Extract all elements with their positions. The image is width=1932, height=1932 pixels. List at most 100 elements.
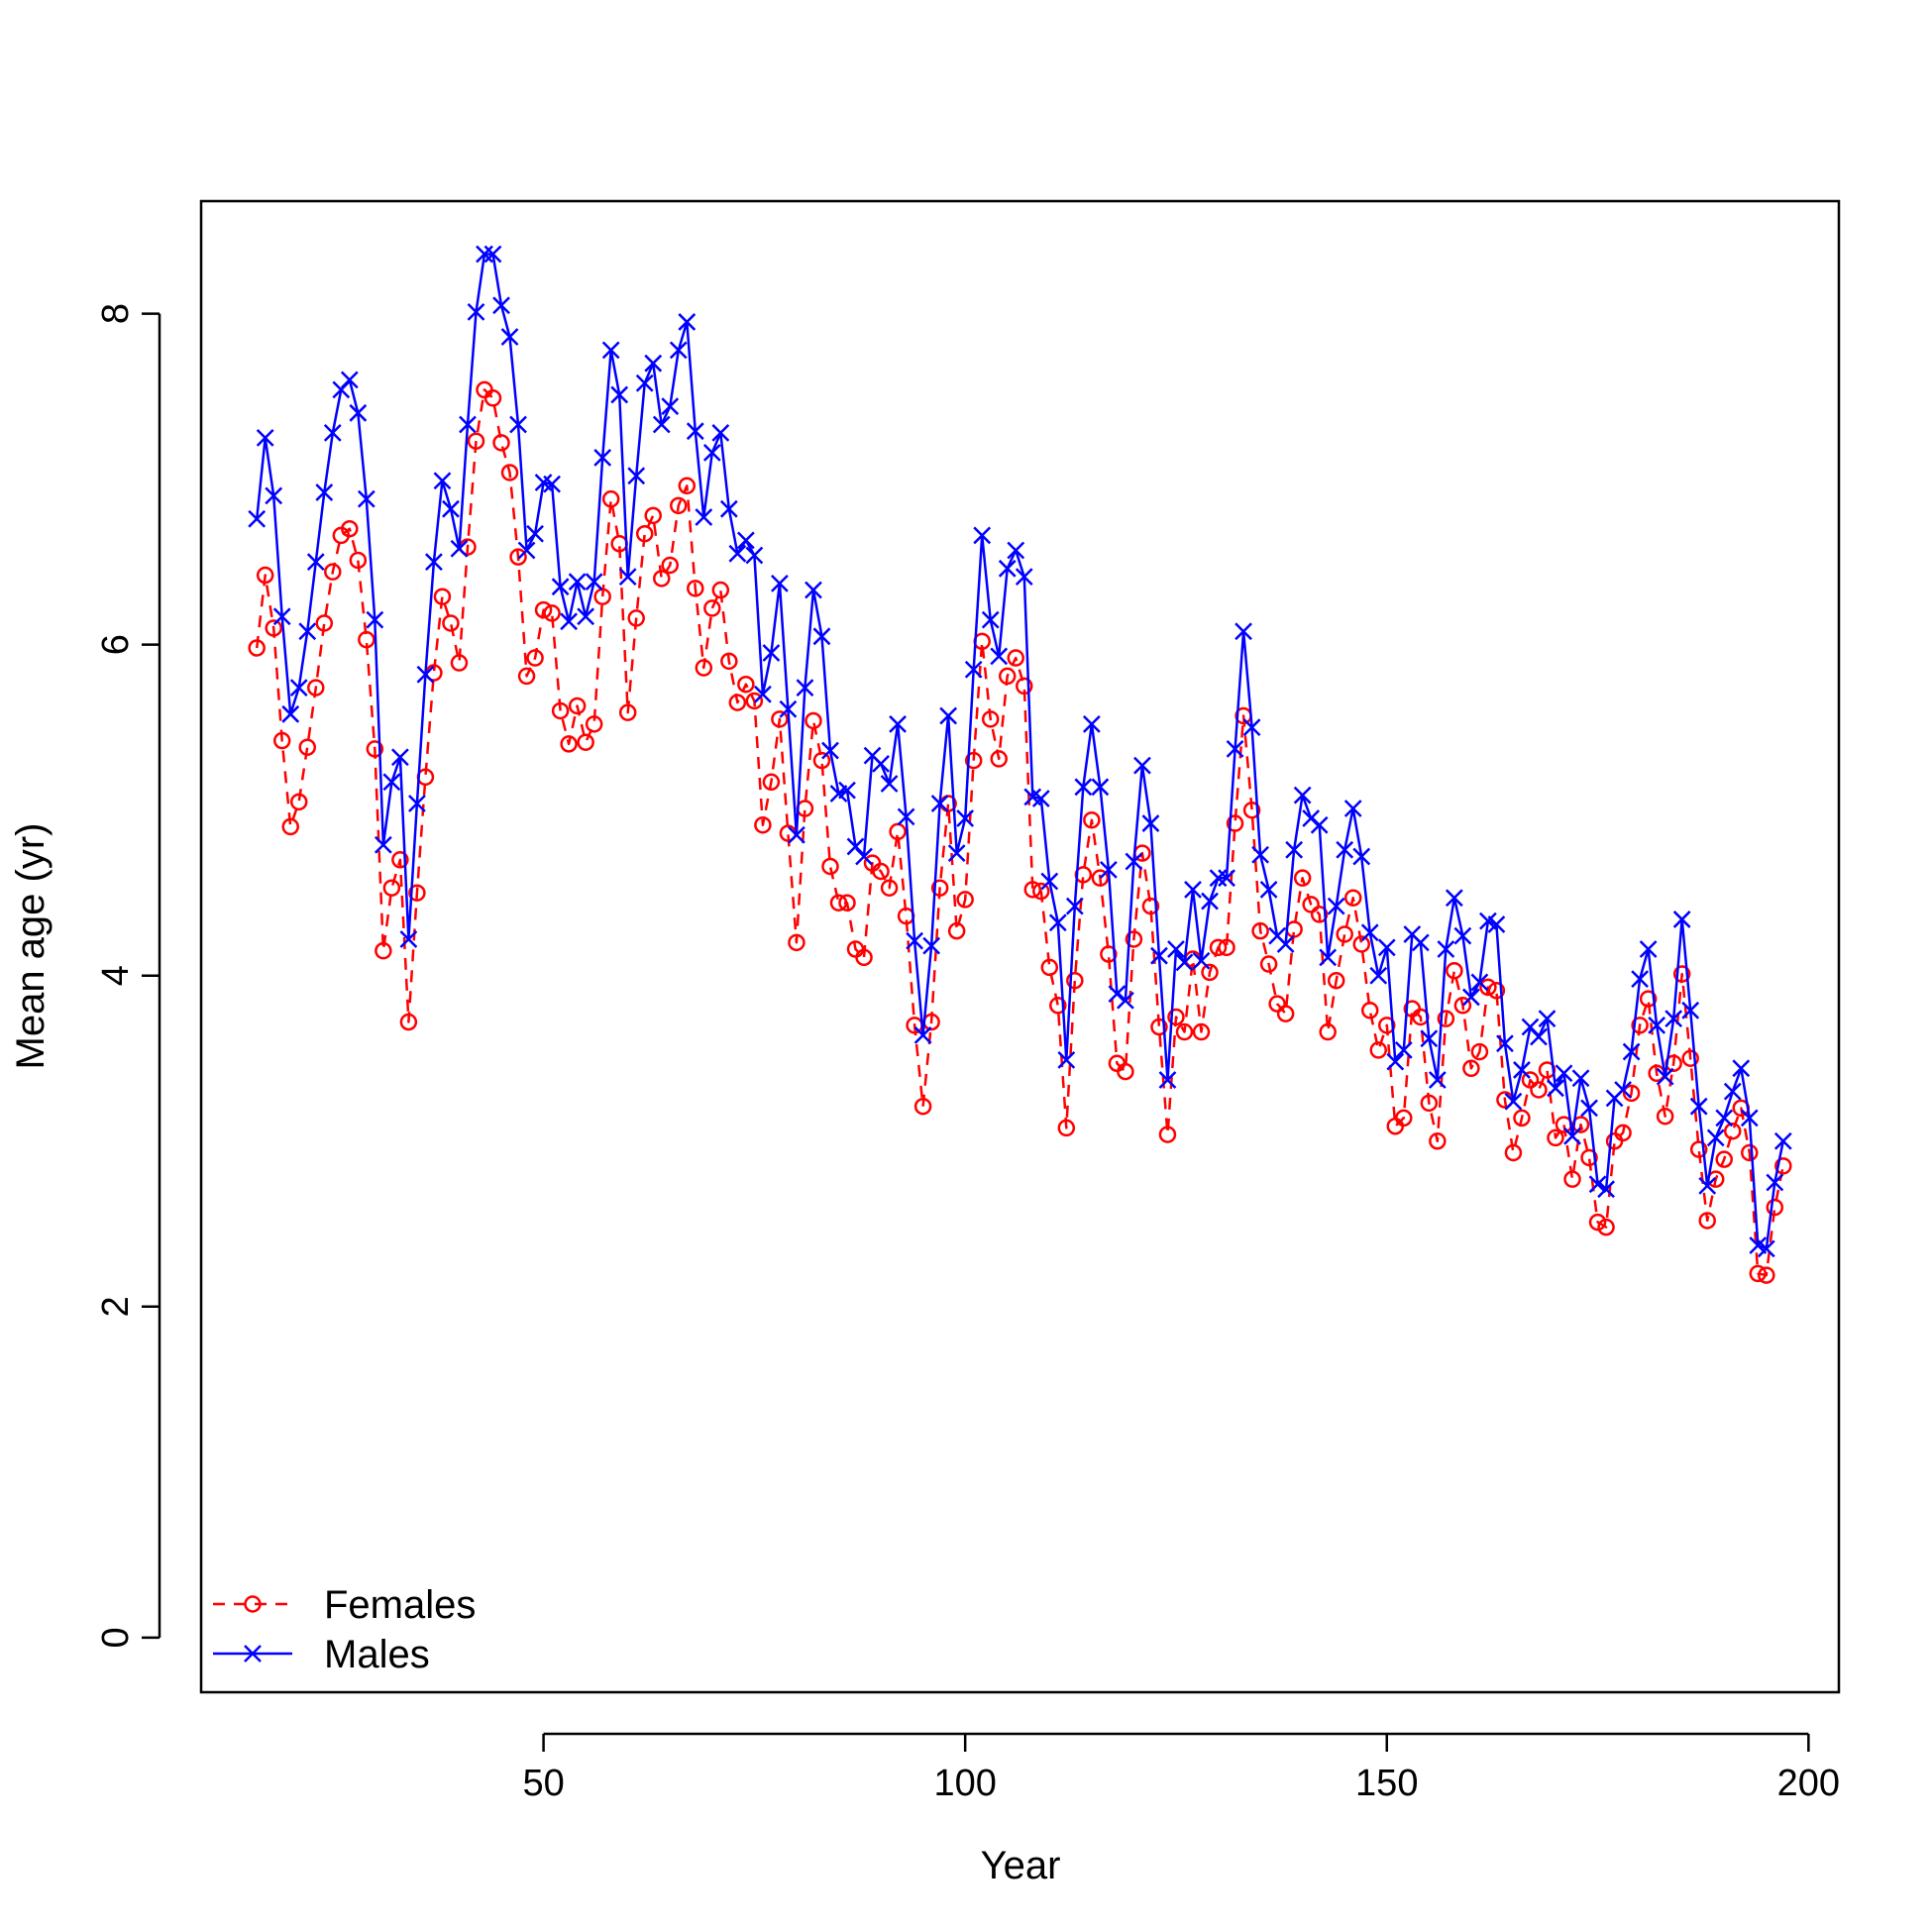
data-point-males-stroke [526, 524, 544, 543]
data-point-males [872, 755, 890, 773]
data-point-females [349, 551, 368, 570]
data-point-females [1251, 921, 1269, 940]
data-point-males [281, 704, 300, 723]
data-point-males [298, 622, 317, 641]
data-point-females [1242, 801, 1261, 819]
data-point-males-stroke [1689, 1097, 1708, 1116]
data-point-males [1672, 911, 1691, 928]
data-point-males [998, 559, 1017, 578]
data-point-females [678, 477, 697, 495]
data-point-males-stroke [947, 844, 966, 863]
data-point-females [1192, 1022, 1211, 1041]
data-point-males [1555, 1064, 1573, 1083]
data-point-females [1336, 925, 1353, 943]
data-point-males-stroke [1048, 913, 1067, 932]
data-point-males [1437, 940, 1455, 958]
data-point-males-stroke [1065, 897, 1084, 915]
data-point-males-stroke [1403, 925, 1422, 943]
data-point-males [1639, 940, 1658, 958]
data-point-males-stroke [1479, 912, 1497, 930]
data-point-males-stroke [1242, 718, 1261, 737]
data-point-males [382, 773, 401, 792]
data-point-males [1622, 1042, 1641, 1061]
data-point-females [1749, 1264, 1768, 1283]
data-point-females [467, 432, 485, 450]
data-point-males-stroke [805, 581, 822, 599]
data-point-females [289, 793, 308, 811]
data-point-males-stroke [1226, 740, 1244, 758]
data-point-females [1530, 1081, 1548, 1099]
data-point-females [375, 941, 392, 960]
data-point-males-stroke [467, 303, 485, 321]
data-point-males-stroke [771, 574, 789, 592]
data-point-females [601, 489, 620, 508]
data-point-males [1117, 991, 1134, 1010]
y-tick-label: 2 [95, 1296, 137, 1317]
data-point-females [577, 733, 594, 751]
data-point-males [265, 486, 283, 505]
data-point-males-stroke [256, 428, 274, 447]
data-point-females [1479, 978, 1497, 997]
data-point-males-stroke [1015, 568, 1033, 587]
data-point-males-stroke [1580, 1099, 1598, 1118]
y-tick-label: 4 [95, 965, 137, 986]
data-point-males [1141, 814, 1160, 832]
data-point-females [1007, 649, 1024, 667]
data-point-males [889, 714, 907, 733]
data-point-males-stroke [990, 647, 1009, 666]
data-point-males [678, 313, 697, 331]
data-point-males-stroke [1461, 988, 1480, 1007]
data-point-males-stroke [1521, 1018, 1540, 1036]
data-point-males-stroke [1201, 892, 1219, 911]
data-point-males-stroke [1588, 1175, 1607, 1194]
data-point-males-stroke [1327, 897, 1345, 915]
data-point-males-stroke [1749, 1236, 1768, 1254]
data-point-males [661, 397, 680, 416]
data-point-females [272, 731, 291, 750]
data-point-females [652, 570, 671, 588]
data-point-males [585, 573, 603, 591]
data-point-females [1032, 882, 1050, 901]
data-point-females [341, 519, 359, 538]
data-point-males-stroke [754, 685, 772, 703]
data-point-males-stroke [534, 474, 553, 491]
data-point-males-stroke [476, 245, 493, 264]
data-point-males [652, 415, 671, 434]
data-point-males [509, 415, 527, 434]
data-point-males [719, 499, 738, 518]
data-point-males [610, 385, 629, 404]
data-point-males-stroke [1631, 970, 1650, 988]
data-point-males-stroke [1158, 1071, 1177, 1089]
data-point-males-stroke [939, 706, 958, 725]
data-point-males-stroke [1597, 1180, 1615, 1199]
x-axis: 50 100 150 200 [522, 1732, 1840, 1804]
data-point-males [635, 374, 654, 392]
data-point-males [1184, 880, 1202, 899]
data-point-females [644, 506, 662, 525]
data-point-males-stroke [1453, 926, 1472, 945]
data-point-males [1386, 1052, 1405, 1071]
data-point-males [990, 647, 1009, 666]
data-point-males [618, 568, 637, 587]
data-point-males [1563, 1127, 1581, 1145]
data-point-males-stroke [719, 499, 738, 518]
data-point-males-stroke [442, 499, 460, 518]
data-point-males [272, 607, 291, 626]
legend-label-males: Males [324, 1633, 430, 1676]
data-point-females [1622, 1084, 1641, 1103]
data-point-males [754, 685, 772, 703]
data-point-males [315, 483, 334, 501]
data-point-males [788, 825, 805, 844]
data-point-females [1563, 1170, 1581, 1188]
data-point-males-stroke [416, 665, 435, 684]
data-point-females [812, 751, 831, 770]
data-point-males-stroke [298, 622, 317, 641]
data-point-males [728, 544, 747, 563]
data-point-males-stroke [711, 423, 730, 442]
data-point-males [736, 531, 755, 550]
data-point-males-stroke [323, 423, 342, 442]
data-point-females [1715, 1150, 1733, 1168]
data-point-males [289, 679, 308, 697]
data-point-males [1057, 1051, 1076, 1069]
data-point-males-stroke [1555, 1064, 1573, 1083]
